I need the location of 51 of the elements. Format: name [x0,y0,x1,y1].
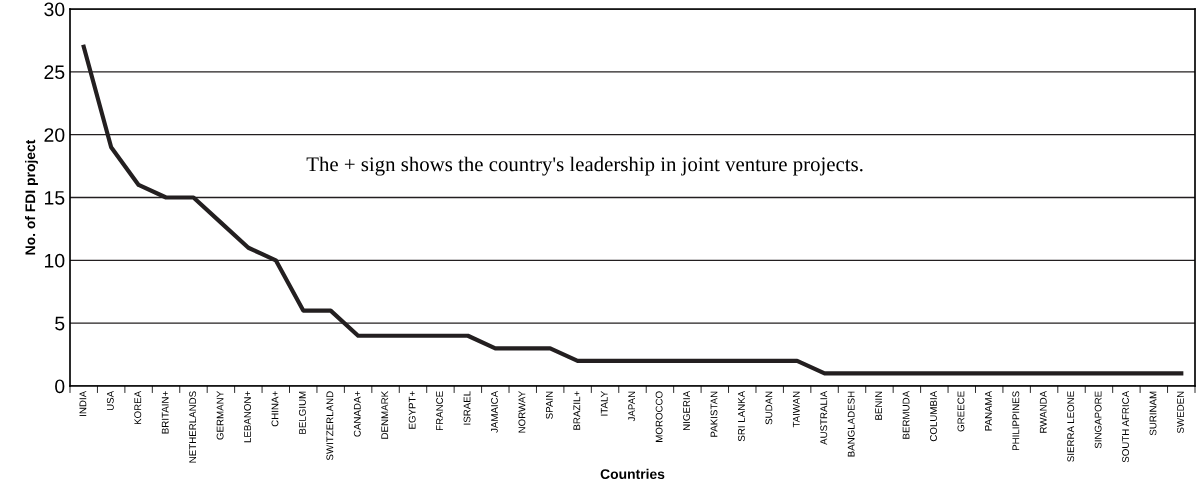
x-tick-label: TAIWAN [792,391,800,428]
x-tick-label: SOUTH AFRICA [1122,390,1130,463]
annotation: The + sign shows the country's leadership in joint venture projects. [306,156,863,176]
x-tick-label: SUDAN [765,391,773,425]
x-tick-label: NETHERLANDS [189,391,197,463]
x-tick-label: BELGIUM [298,391,306,434]
x-tick-label: PAKISTAN [710,391,718,437]
x-tick-label: RWANDA [1039,390,1047,433]
x-tick-label: SURINAM [1149,391,1157,436]
y-tick-label: 25 [44,65,65,80]
x-tick-label: NORWAY [518,391,526,433]
x-tick-label: NIGERIA [683,390,690,431]
x-tick-label: BRITAIN+ [161,391,169,434]
x-tick-label: KOREA [134,390,142,425]
x-tick-label: COLUMBIA [930,390,937,442]
x-tick-label: BENIN [875,391,882,420]
x-tick-label: BANGLADESH [847,391,855,457]
x-tick-label: PHILIPPINES [1012,391,1020,451]
x-tick-label: BERMUDA [902,390,910,439]
x-tick-label: SINGAPORE [1094,391,1102,449]
x-tick-label: CHINA+ [271,391,279,427]
x-tick-label: AUSTRALIA [820,390,828,445]
x-tick-label: GERMANY [216,391,224,440]
x-tick-label: INDIA [79,390,87,416]
x-tick-label: SPAIN [545,391,553,419]
x-tick-label: SWITZERLAND [326,391,334,461]
x-tick-label: BRAZIL+ [573,391,581,430]
x-tick-label: SIERRA LEONE [1067,391,1075,462]
x-tick-label: PANAMA [985,390,992,431]
x-tick-label: DENMARK [381,390,389,439]
y-tick-label: 20 [44,128,65,142]
x-tick-label: SWEDEN [1177,391,1184,434]
x-tick-label: MOROCCO [655,391,663,442]
x-tick-label: ISRAEL [463,391,471,425]
y-tick-label: 30 [44,2,65,17]
x-tick-label: EGYPT+ [408,391,416,429]
y-axis-title: No. of FDI project [25,139,38,255]
x-tick-label: USA [106,390,114,411]
x-axis-title: Countries [600,468,665,479]
x-tick-label: LEBANON+ [244,391,251,443]
x-tick-label: ITALY [600,391,608,416]
y-tick-label: 10 [45,253,65,268]
x-tick-label: GREECE [957,391,965,432]
x-tick-label: JAPAN [628,391,636,422]
x-tick-label: SRI LANKA [737,390,745,442]
x-tick-label: CANADA+ [353,391,361,437]
x-tick-label: JAMAICA [491,390,498,433]
x-tick-label: FRANCE [436,391,444,431]
y-tick-label: 15 [45,191,65,205]
y-tick-label: 5 [55,316,65,331]
y-tick-label: 0 [55,379,65,394]
